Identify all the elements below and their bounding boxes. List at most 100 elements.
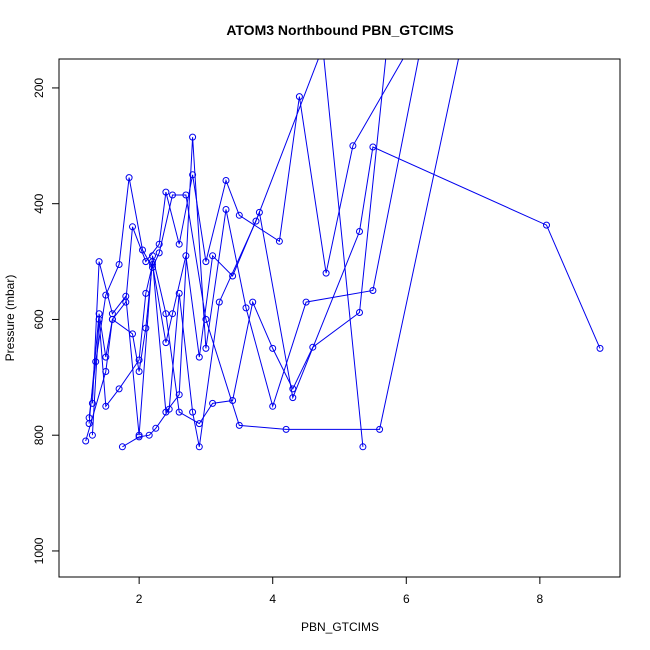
series-1 (82, 50, 409, 445)
data-point (269, 344, 277, 352)
data-point (222, 177, 230, 184)
data-point (376, 425, 384, 433)
data-point (102, 353, 110, 361)
data-point (295, 93, 303, 101)
data-point (102, 291, 110, 299)
data-point (369, 287, 377, 294)
series-line (91, 146, 601, 436)
y-tick-label: 400 (32, 193, 46, 213)
data-point (275, 237, 283, 245)
series-line (122, 59, 364, 448)
data-point (88, 399, 96, 407)
data-point (162, 310, 170, 318)
data-point (202, 258, 210, 266)
data-point (302, 298, 310, 306)
x-tick-label: 6 (403, 592, 410, 606)
data-point (115, 261, 123, 268)
data-point (175, 391, 183, 399)
data-point (165, 405, 173, 413)
series-line (91, 59, 387, 436)
y-tick-label: 600 (32, 309, 46, 329)
data-point (155, 240, 163, 248)
data-point (129, 223, 136, 231)
data-point (543, 221, 550, 229)
data-point (209, 252, 217, 260)
data-point (209, 399, 217, 407)
chart-title: ATOM3 Northbound PBN_GTCIMS (226, 22, 453, 38)
x-axis: 2 4 6 8 (136, 576, 544, 606)
data-point (82, 437, 90, 445)
data-point (102, 402, 110, 410)
data-point (189, 133, 197, 141)
data-point (155, 249, 163, 257)
series-5 (85, 59, 459, 433)
data-point (255, 208, 263, 216)
x-tick-label: 4 (269, 592, 276, 606)
data-point (125, 174, 133, 182)
data-point (349, 142, 357, 150)
data-point (139, 246, 146, 254)
series-layer (82, 44, 604, 451)
data-point (149, 252, 156, 260)
data-point (95, 310, 103, 318)
data-point (356, 228, 363, 235)
y-tick-label: 800 (32, 425, 46, 445)
data-point (215, 298, 223, 306)
series-line (88, 59, 419, 424)
data-point (359, 443, 367, 451)
data-point (88, 431, 96, 439)
data-point (417, 50, 423, 56)
data-point (269, 402, 277, 410)
data-point (92, 358, 100, 366)
data-point (189, 171, 197, 179)
data-point (289, 385, 297, 393)
x-tick-label: 2 (136, 592, 143, 606)
data-point (175, 289, 183, 297)
data-point (195, 353, 203, 361)
data-point (320, 44, 326, 50)
data-point (403, 50, 409, 56)
data-point (322, 269, 330, 277)
data-point (235, 211, 243, 219)
data-point (142, 324, 150, 332)
y-tick-label: 1000 (32, 537, 46, 564)
data-point (108, 310, 116, 318)
data-point (309, 343, 317, 351)
data-point (356, 309, 363, 316)
data-point (222, 206, 230, 213)
data-point (195, 443, 203, 451)
data-point (235, 421, 243, 429)
data-point (169, 310, 176, 318)
data-point (249, 298, 257, 306)
data-point (289, 394, 297, 402)
data-point (369, 143, 377, 151)
data-point (202, 315, 210, 323)
data-point (152, 424, 160, 432)
y-axis: 200 400 600 800 1000 (32, 78, 60, 564)
data-point (182, 191, 190, 199)
x-axis-label: PBN_GTCIMS (301, 620, 379, 634)
series-6 (118, 44, 367, 451)
data-point (162, 188, 170, 196)
data-point (135, 356, 143, 364)
data-point (242, 304, 250, 312)
data-point (282, 425, 290, 433)
data-point (202, 344, 210, 352)
data-point (175, 408, 183, 416)
data-point (189, 408, 197, 416)
data-point (175, 240, 183, 248)
data-point (122, 292, 130, 300)
data-point (115, 385, 123, 393)
data-point (383, 50, 389, 56)
data-point (149, 263, 156, 271)
data-point (85, 414, 93, 422)
x-tick-label: 8 (537, 592, 544, 606)
y-axis-label: Pressure (mbar) (3, 275, 17, 362)
series-4 (88, 50, 389, 439)
series-line (88, 59, 459, 430)
data-point (95, 258, 103, 266)
series-2 (88, 143, 604, 439)
data-point (252, 217, 260, 225)
data-point (162, 339, 170, 347)
